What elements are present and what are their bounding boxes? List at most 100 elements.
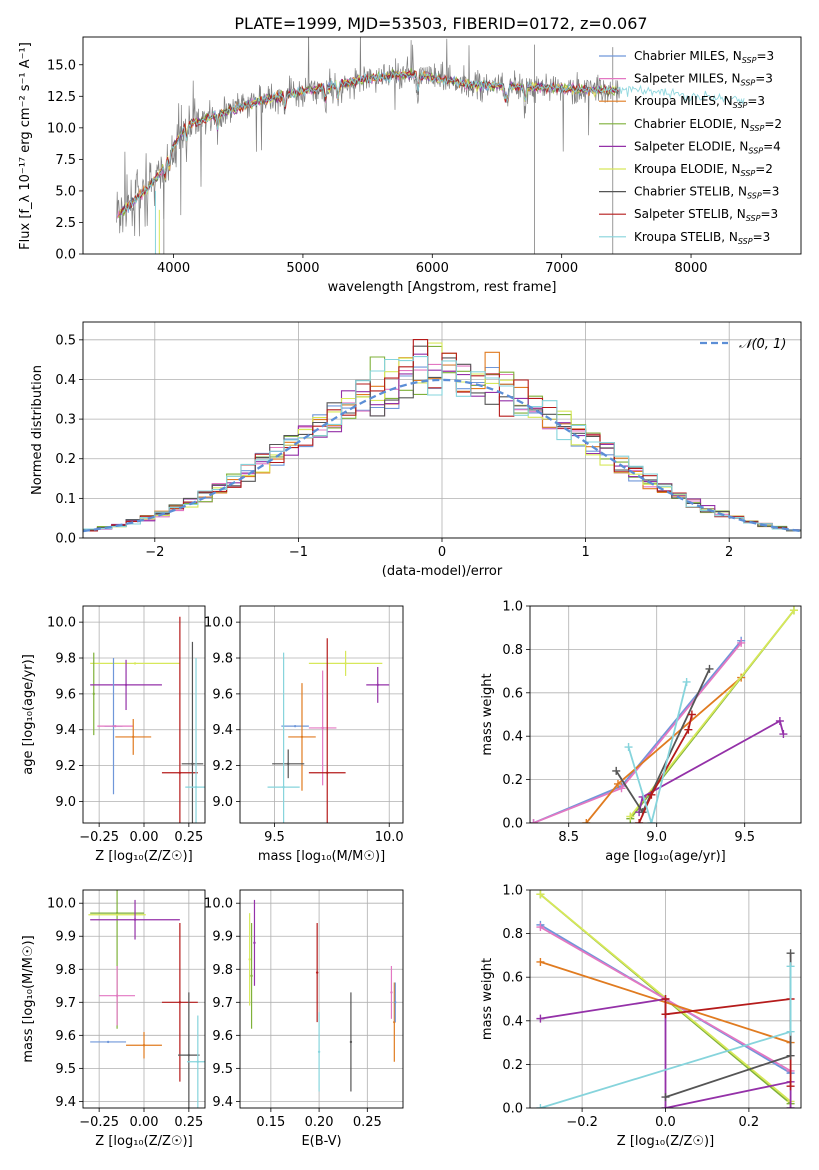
legend-label: Kroupa MILES, NSSP=3	[634, 94, 765, 110]
age_vs_Z-plot-area	[83, 606, 205, 823]
weight-line	[615, 668, 711, 814]
x-tick-label: −0.2	[566, 1115, 598, 1130]
y-tick-label: 2.5	[55, 216, 76, 231]
y-tick-label: 9.4	[55, 1095, 76, 1110]
data-point	[390, 991, 393, 994]
y-tick-label: 0.0	[55, 248, 76, 263]
legend-label: 𝒩(0, 1)	[739, 337, 786, 352]
spectrum-plot-area	[116, 37, 745, 254]
y-tick-label: 0.6	[502, 971, 523, 986]
y-axis-label: age [log₁₀(age/yr)]	[21, 654, 36, 775]
gaussian-curve	[83, 378, 801, 533]
weight-marker	[536, 1014, 545, 1023]
legend-label: Salpeter STELIB, NSSP=3	[634, 207, 778, 223]
weight-marker	[536, 1104, 545, 1108]
y-tick-label: 9.6	[212, 687, 233, 702]
y-tick-label: 9.2	[55, 759, 76, 774]
weight-marker	[536, 890, 545, 899]
x-tick-label: 0	[438, 545, 446, 560]
y-tick-label: 9.9	[212, 930, 233, 945]
data-point	[321, 726, 324, 730]
data-point	[142, 1044, 146, 1047]
weight-marker	[613, 779, 622, 788]
age_vs_Z-axes: −0.25 0.00 0.25 9.0 9.2 9.4 9.6 9.8 10.0 Z [log₁₀…	[21, 605, 206, 864]
y-tick-label: 9.6	[212, 1029, 233, 1044]
model-fit-line	[121, 70, 745, 214]
axes-frame	[82, 889, 206, 1109]
y-tick-label: 7.5	[55, 153, 76, 168]
residuals-axes: −2 −1 0 1 2 0.0 0.1 0.2 0.3 0.4 0.5 𝒩(0, 1) (data-mo…	[30, 321, 802, 579]
x-axis-label: (data-model)/error	[382, 564, 503, 579]
x-tick-label: 0.25	[174, 830, 203, 845]
x-axis-label: E(B-V)	[301, 1134, 341, 1149]
spectrum-axes: 4000 5000 6000 7000 8000 0.0 2.5 5.0 7.5 10.0 12.5…	[18, 36, 802, 295]
data-point	[92, 692, 95, 696]
data-point	[394, 1001, 397, 1004]
y-axis-label: Flux [f_λ 10⁻¹⁷ erg cm⁻² s⁻¹ A⁻¹]	[18, 42, 33, 250]
legend-label: Chabrier STELIB, NSSP=3	[634, 185, 779, 201]
age_vs_mass-axes: 9.5 10.0 9.0 9.2 9.4 9.6 9.8 10.0 mass [log₁₀(M/…	[204, 605, 404, 864]
legend-label: Kroupa ELODIE, NSSP=2	[634, 162, 773, 178]
y-tick-label: 0.4	[502, 730, 523, 745]
data-point	[293, 724, 297, 728]
x-tick-label: 9.5	[264, 830, 285, 845]
x-tick-label: 0.25	[353, 1115, 382, 1130]
weight-marker	[661, 1093, 670, 1102]
weight-marker	[635, 819, 644, 823]
y-tick-label: 0.2	[502, 773, 523, 788]
weight-marker	[789, 606, 798, 615]
massweight_vs_age-axes: 8.5 9.0 9.5 0.0 0.2 0.4 0.6 0.8 1.0 age [log₁₀(ag…	[480, 600, 802, 864]
y-tick-label: 1.0	[502, 884, 523, 899]
y-tick-label: 9.8	[55, 963, 76, 978]
data-point	[248, 958, 251, 961]
y-tick-label: 0.3	[55, 413, 76, 428]
data-point	[194, 785, 198, 789]
data-point	[187, 1053, 191, 1057]
weight-marker	[786, 962, 795, 971]
massweight_vs_Z-axes: −0.2 0.0 0.2 0.0 0.2 0.4 0.6 0.8 1.0 Z [log₁₀(Z/Z…	[480, 884, 802, 1149]
y-tick-label: 9.4	[55, 723, 76, 738]
data-point	[115, 911, 119, 915]
x-tick-label: 0.00	[130, 830, 159, 845]
x-tick-label: 4000	[157, 261, 190, 276]
weight-marker	[530, 819, 538, 823]
figure-title: PLATE=1999, MJD=53503, FIBERID=0172, z=0…	[234, 14, 647, 33]
y-tick-label: 10.0	[47, 897, 76, 912]
x-tick-label: 0.2	[739, 1115, 760, 1130]
y-tick-label: 0.2	[55, 452, 76, 467]
legend-label: Salpeter MILES, NSSP=3	[634, 72, 773, 88]
x-axis-label: Z [log₁₀(Z/Z☉)]	[95, 1134, 192, 1149]
weight-marker	[647, 790, 656, 799]
chart-layer: 4000 5000 6000 7000 80000.02.55.07.510.012.5…	[18, 36, 802, 1149]
mass_vs_ebv-axes: 0.15 0.20 0.25 9.4 9.5 9.6 9.7 9.8 9.9 10.0 E(B-V)	[204, 889, 404, 1149]
histogram-step	[83, 356, 801, 531]
x-tick-label: 10.0	[375, 830, 404, 845]
axes-frame	[529, 605, 802, 824]
model-fit-line	[116, 71, 614, 219]
y-tick-label: 9.4	[212, 1095, 233, 1110]
data-point	[114, 724, 117, 728]
weight-marker	[786, 1082, 795, 1091]
data-point	[178, 771, 182, 774]
data-point	[287, 762, 290, 766]
weight-marker	[536, 957, 545, 966]
y-tick-label: 9.5	[212, 1062, 233, 1077]
data-point	[133, 662, 137, 665]
y-tick-label: 9.5	[55, 1062, 76, 1077]
axes-frame	[82, 321, 802, 539]
x-tick-label: 0.00	[130, 1115, 159, 1130]
x-tick-label: −0.25	[79, 1115, 119, 1130]
weight-marker	[705, 664, 714, 673]
weight-marker	[737, 638, 746, 647]
y-tick-label: 0.6	[502, 686, 523, 701]
weight-marker	[786, 949, 795, 958]
data-point	[196, 1060, 200, 1063]
weight-marker	[682, 677, 691, 686]
y-tick-label: 9.7	[212, 996, 233, 1011]
data-point	[300, 735, 304, 739]
x-tick-label: 9.0	[646, 830, 667, 845]
weight-marker	[786, 1027, 795, 1036]
data-point	[326, 771, 329, 774]
weight-line	[664, 997, 792, 1087]
y-tick-label: 9.2	[212, 759, 233, 774]
